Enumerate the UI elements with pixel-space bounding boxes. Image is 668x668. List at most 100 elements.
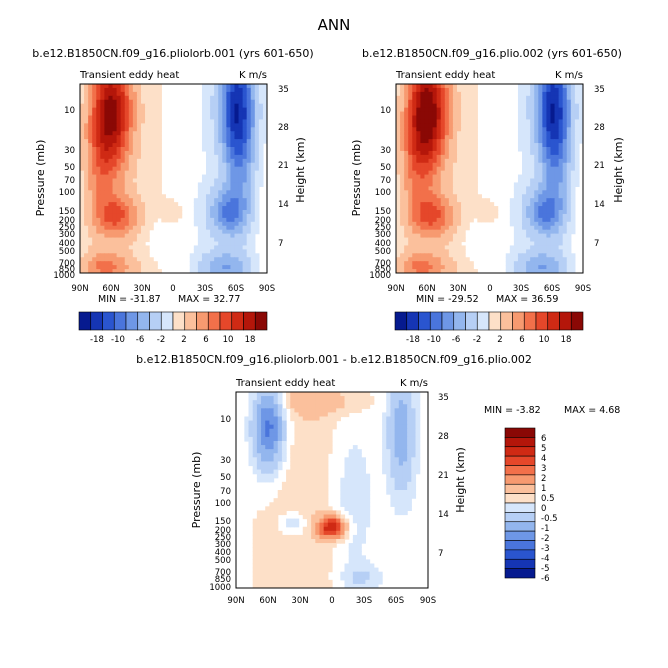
contour-cell [286, 579, 291, 585]
contour-cell [542, 206, 548, 211]
contour-cell [424, 213, 430, 219]
contour-cell [315, 526, 321, 532]
contour-cell [440, 229, 446, 235]
contour-cell [218, 190, 223, 195]
contour-cell [400, 150, 405, 156]
contour-cell [265, 579, 270, 585]
contour-cell [286, 502, 291, 507]
contour-cell [242, 178, 248, 184]
contour-cell [412, 84, 417, 89]
contour-cell [116, 131, 122, 136]
contour-cell [230, 158, 236, 164]
contour-cell [238, 202, 244, 207]
contour-cell [432, 217, 438, 223]
contour-cell [100, 158, 105, 164]
contour-cell [281, 457, 287, 463]
contour-cell [157, 111, 162, 117]
contour-cell [302, 575, 308, 581]
contour-cell [558, 257, 564, 262]
contour-cell [132, 84, 138, 89]
contour-cell [242, 265, 248, 270]
contour-cell [415, 436, 421, 442]
contour-cell [574, 147, 580, 152]
contour-cell [290, 551, 296, 556]
contour-cell [136, 91, 142, 97]
contour-cell [226, 115, 232, 121]
contour-cell [408, 182, 413, 187]
contour-cell [352, 465, 358, 471]
contour-cell [357, 530, 362, 536]
contour-cell [254, 162, 260, 168]
contour-cell [140, 249, 146, 254]
contour-cell [124, 147, 130, 152]
contour-cell [554, 170, 560, 176]
contour-cell [461, 147, 466, 152]
contour-cell [124, 139, 130, 144]
contour-cell [265, 534, 270, 540]
contour-cell [197, 265, 203, 270]
contour-cell [261, 449, 266, 454]
contour-cell [294, 543, 300, 548]
y2-tick-label: 7 [594, 239, 599, 249]
contour-cell [88, 147, 93, 152]
contour-cell [290, 481, 296, 487]
contour-cell [230, 229, 236, 235]
contour-cell [400, 95, 405, 101]
contour-cell [265, 563, 270, 569]
contour-cell [517, 210, 523, 215]
contour-cell [277, 420, 283, 426]
contour-cell [436, 87, 442, 93]
contour-cell [327, 510, 333, 516]
contour-cell [336, 400, 341, 405]
contour-cell [562, 245, 568, 250]
contour-cell [562, 84, 568, 89]
contour-cell [128, 143, 134, 148]
contour-cell [407, 424, 412, 430]
contour-cell [140, 245, 146, 250]
contour-cell [526, 186, 531, 191]
contour-cell [546, 229, 552, 235]
contour-cell [140, 225, 146, 231]
contour-cell [302, 424, 308, 430]
contour-cell [311, 400, 316, 405]
contour-cell [234, 99, 240, 105]
contour-cell [332, 530, 337, 536]
contour-cell [306, 555, 312, 561]
contour-cell [149, 182, 154, 187]
contour-cell [361, 502, 366, 507]
contour-cell [456, 182, 462, 187]
contour-cell [323, 490, 329, 495]
contour-cell [315, 563, 321, 569]
contour-cell [210, 265, 215, 270]
contour-cell [489, 210, 495, 215]
contour-cell [210, 115, 215, 121]
contour-cell [412, 269, 417, 273]
contour-cell [315, 547, 321, 552]
contour-cell [428, 95, 434, 101]
contour-cell [277, 461, 283, 467]
x-tick-label: 60S [388, 596, 404, 606]
contour-cell [432, 119, 438, 124]
contour-cell [112, 198, 118, 203]
contour-cell [412, 95, 417, 101]
contour-cell [400, 237, 405, 243]
contour-cell [461, 253, 466, 258]
contour-cell [100, 265, 105, 270]
y2-tick-label: 14 [278, 200, 289, 210]
contour-cell [281, 481, 287, 487]
contour-cell [273, 571, 279, 577]
y-tick-label: 100 [215, 499, 231, 509]
contour-cell [254, 119, 260, 124]
contour-cell [120, 103, 126, 109]
contour-cell [311, 449, 316, 454]
contour-cell [206, 237, 211, 243]
contour-cell [448, 131, 454, 136]
contour-cell [436, 123, 442, 128]
contour-cell [390, 408, 396, 414]
contour-cell [407, 506, 412, 512]
contour-cell [526, 143, 531, 148]
contour-cell [570, 84, 576, 89]
contour-cell [145, 87, 150, 93]
contour-cell [311, 473, 316, 479]
contour-cell [294, 441, 300, 446]
